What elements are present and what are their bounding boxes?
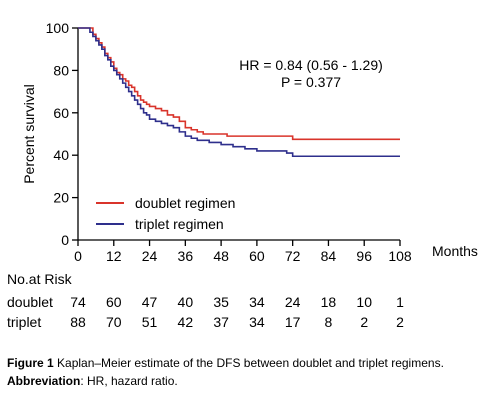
y-tick-label: 40 [53,147,69,163]
risk-cell-triplet: 17 [284,314,301,330]
series-line-doublet [78,27,400,141]
risk-cell-doublet: 74 [70,294,86,310]
risk-cell-triplet: 42 [177,314,194,330]
x-tick-label: 36 [178,248,194,264]
risk-cell-triplet: 70 [105,314,122,330]
x-tick-label: 0 [74,248,82,264]
risk-cell-doublet: 47 [141,294,158,310]
risk-cell-triplet: 51 [141,314,158,330]
risk-table-title: No.at Risk [7,271,72,287]
x-tick-label: 12 [106,248,122,264]
y-tick-label: 60 [53,105,69,121]
risk-cell-doublet: 10 [356,294,372,310]
y-axis-label: Percent survival [21,84,37,184]
abbreviation-note: Abbreviation: HR, hazard ratio. [7,373,497,389]
risk-cell-doublet: 35 [213,294,229,310]
x-tick-label: 72 [285,248,301,264]
risk-row-label-doublet: doublet [7,294,53,310]
y-tick-label: 80 [53,62,69,78]
figure-label: Figure 1 [7,356,54,370]
risk-cell-triplet: 2 [396,314,404,330]
legend-label-doublet: doublet regimen [135,195,235,211]
abbreviation-label: Abbreviation [7,374,81,388]
x-tick-label: 108 [388,248,412,264]
x-axis-label: Months [432,243,478,259]
y-tick-label: 20 [53,190,69,206]
series-line-triplet [78,27,400,158]
x-tick-label: 96 [356,248,372,264]
p-value-annotation: P = 0.377 [281,74,341,90]
legend-label-triplet: triplet regimen [135,216,224,232]
risk-cell-triplet: 37 [213,314,229,330]
x-tick-label: 84 [321,248,337,264]
x-tick-label: 48 [213,248,229,264]
risk-cell-doublet: 24 [284,294,301,310]
risk-cell-triplet: 8 [324,314,333,330]
risk-cell-triplet: 2 [360,314,369,330]
figure-text: Kaplan–Meier estimate of the DFS between… [53,356,444,370]
x-tick-label: 60 [249,248,265,264]
risk-cell-doublet: 60 [105,294,122,310]
risk-cell-triplet: 34 [249,314,265,330]
hr-annotation: HR = 0.84 (0.56 - 1.29) [239,57,383,73]
figure-caption: Figure 1 Kaplan–Meier estimate of the DF… [7,355,497,371]
risk-row-label-triplet: triplet [7,314,42,330]
risk-cell-doublet: 34 [249,294,265,310]
y-tick-label: 100 [46,20,70,36]
abbreviation-text: : HR, hazard ratio. [80,374,178,388]
risk-cell-doublet: 40 [177,294,194,310]
y-tick-label: 0 [61,232,69,248]
x-tick-label: 24 [142,248,158,264]
risk-cell-triplet: 88 [70,314,86,330]
km-chart: 0 20 40 60 80 100 0 12 24 36 48 60 72 84 96 108 Percent … [21,20,478,264]
risk-cell-doublet: 18 [320,294,337,310]
risk-cell-doublet: 1 [396,294,404,310]
